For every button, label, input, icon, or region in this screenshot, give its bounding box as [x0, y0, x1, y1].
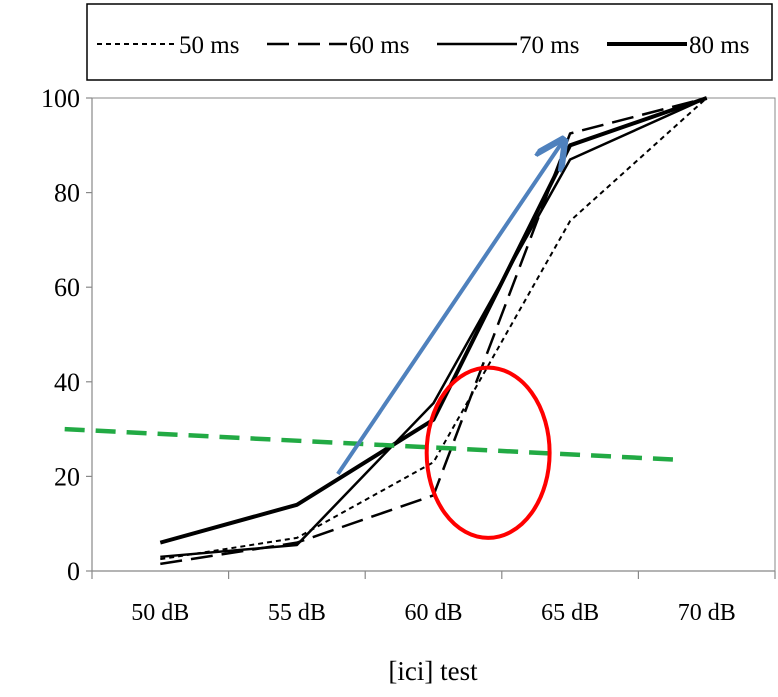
legend-label: 70 ms [519, 32, 579, 59]
legend-label: 50 ms [179, 32, 239, 59]
x-tick-label: 60 dB [404, 600, 462, 626]
x-tick-label: 65 dB [541, 600, 599, 626]
y-tick-label: 80 [54, 179, 80, 208]
threshold-dashed-line [64, 426, 680, 463]
annotation-layer [64, 141, 680, 540]
series-line-70-ms [160, 96, 708, 559]
y-tick-label: 40 [54, 368, 80, 397]
y-tick-label: 20 [54, 462, 80, 491]
x-tick-label: 70 dB [678, 600, 736, 626]
y-tick-label: 0 [67, 557, 80, 586]
y-tick-label: 60 [54, 273, 80, 302]
legend: 50 ms 60 ms 70 ms 80 ms [86, 3, 773, 81]
x-tick-label: 55 dB [268, 600, 326, 626]
trend-arrow [336, 141, 563, 476]
x-tick-label: 50 dB [131, 600, 189, 626]
legend-label: 80 ms [689, 32, 749, 59]
highlight-circle [424, 365, 552, 540]
x-axis-title: [ici] test [388, 656, 478, 686]
axes: 0 20 40 60 80 100 50 dB 55 dB 60 dB 65 dB 70 dB [41, 84, 776, 626]
y-tick-label: 100 [41, 84, 80, 113]
legend-label: 60 ms [349, 32, 409, 59]
series-line-50-ms [160, 97, 708, 561]
series-line-80-ms [159, 96, 708, 545]
